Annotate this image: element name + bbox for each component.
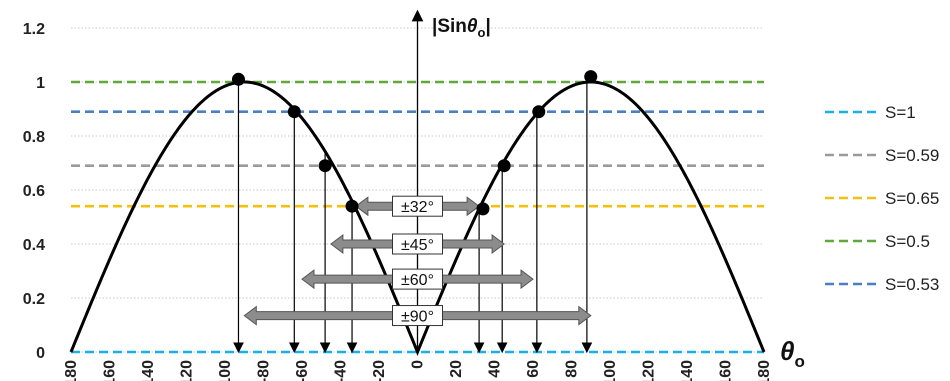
x-tick-label-12: 60: [525, 360, 542, 378]
x-tick-label-10: 20: [448, 360, 465, 378]
y-tick-label-6: 1.2: [23, 21, 45, 38]
x-tick-label-11: 40: [487, 360, 504, 378]
y-tick-label-2: 0.4: [23, 237, 45, 254]
range-arrows: ±32° ±45° ±60° ±90°: [243, 195, 592, 327]
marker-point-5: [497, 159, 511, 173]
x-tick-label-15: 120: [641, 360, 658, 381]
x-tick-label-18: 180: [756, 360, 773, 381]
x-tick-label-5: -80: [256, 360, 273, 381]
y-tick-label-5: 1: [36, 75, 45, 92]
x-tick-label-8: -20: [371, 360, 388, 381]
x-tick-label-16: 140: [679, 360, 696, 381]
legend-label-1: S=0.59: [885, 146, 939, 165]
x-tick-label-3: -120: [179, 360, 196, 381]
x-tick-label-4: -100: [217, 360, 234, 381]
x-tick-label-0: -180: [63, 360, 80, 381]
legend-label-2: S=0.65: [885, 189, 939, 208]
range-label-0: ±32°: [401, 199, 434, 216]
x-tick-label-14: 100: [602, 360, 619, 381]
sin-curve: [69, 80, 766, 356]
marker-point-2: [318, 159, 332, 173]
y-tick-label-1: 0.2: [23, 291, 45, 308]
reference-lines: [71, 80, 764, 354]
range-label-2: ±60°: [401, 272, 434, 289]
curve-layer: [69, 80, 766, 356]
x-tick-label-7: -40: [333, 360, 350, 381]
x-tick-label-9: 0: [410, 360, 427, 369]
y-tick-label-0: 0: [36, 345, 45, 362]
y-axis-title: |Sinθo|: [432, 16, 491, 40]
x-tick-label-17: 160: [718, 360, 735, 381]
tick-labels: 0 0.2 0.4 0.6 0.8 1 1.2 -180 -160 -140 -120 -100 -80…: [23, 21, 773, 381]
marker-point-4: [476, 202, 490, 216]
marker-point-1: [287, 105, 301, 119]
marker-point-0: [231, 72, 245, 86]
x-tick-label-2: -140: [140, 360, 157, 381]
axis-titles: |Sinθo| θo: [432, 16, 805, 371]
legend-label-4: S=0.53: [885, 275, 939, 294]
legend-label-0: S=1: [885, 103, 916, 122]
range-label-3: ±90°: [401, 309, 434, 326]
y-tick-label-3: 0.6: [23, 183, 45, 200]
x-axis-title: θo: [780, 336, 805, 371]
y-tick-label-4: 0.8: [23, 129, 45, 146]
marker-point-7: [584, 70, 598, 84]
range-label-box-3: [392, 305, 443, 327]
range-label-box-2: [392, 268, 443, 290]
legend-label-3: S=0.5: [885, 232, 930, 251]
range-label-1: ±45°: [401, 237, 434, 254]
legend: S=1 S=0.59 S=0.65 S=0.5 S=0.53: [825, 103, 939, 294]
range-label-box-1: [392, 233, 443, 255]
marker-point-3: [345, 199, 359, 213]
x-tick-label-6: -60: [294, 360, 311, 381]
range-label-box-0: [392, 195, 443, 217]
x-tick-label-1: -160: [102, 360, 119, 381]
marker-point-6: [532, 105, 546, 119]
x-tick-label-13: 80: [564, 360, 581, 378]
markers: [231, 70, 598, 216]
